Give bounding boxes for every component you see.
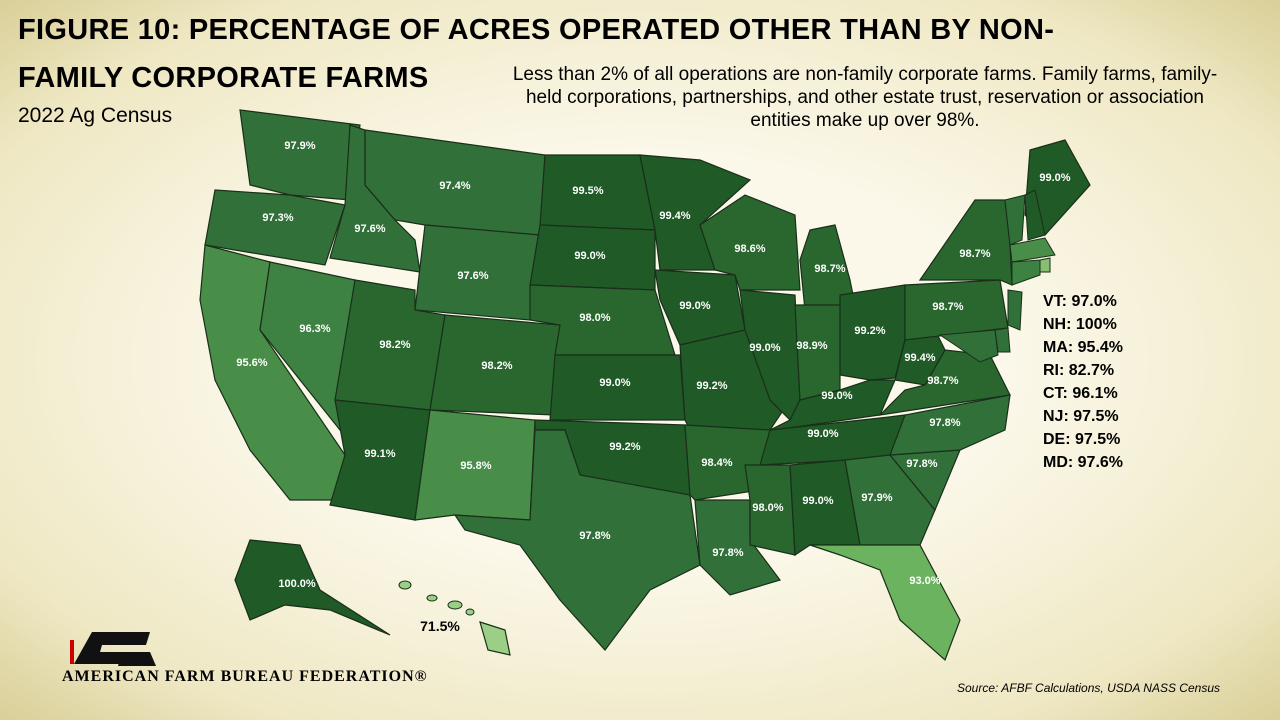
state-value: 98.4% [701,457,732,469]
state-value: 98.6% [734,243,765,255]
small-state-value: RI: 82.7% [1043,362,1114,379]
state-value: 98.7% [959,248,990,260]
small-state-value: MD: 97.6% [1043,454,1123,471]
state-value: 99.4% [659,210,690,222]
state-shape [794,304,841,401]
state-value: 93.0% [909,575,940,587]
state-shape [234,539,391,636]
state-value: 100.0% [278,578,316,590]
small-state-value: CT: 96.1% [1043,385,1118,402]
state-shape [479,621,511,656]
state-shape [744,464,796,556]
state-value: 97.8% [906,458,937,470]
state-value: 99.2% [609,441,640,453]
state-shape [1004,194,1026,246]
state-value: 97.8% [579,530,610,542]
small-state-value: NH: 100% [1043,316,1117,333]
small-state-value: MA: 95.4% [1043,339,1123,356]
island [426,594,438,602]
state-shape [1024,189,1046,241]
state-value: 99.4% [904,352,935,364]
state-value: 97.6% [457,270,488,282]
island [398,580,412,590]
state-shape [1007,289,1023,331]
state-value: 99.0% [1039,172,1070,184]
state-value: 95.6% [236,357,267,369]
state-value: 98.2% [379,339,410,351]
state-value: 95.8% [460,460,491,472]
small-state-value: DE: 97.5% [1043,431,1120,448]
state-shape [1009,237,1056,263]
title-line: FIGURE 10: PERCENTAGE OF ACRES OPERATED … [18,14,1055,46]
state-value: 99.0% [821,390,852,402]
state-value: 97.3% [262,212,293,224]
state-value: 99.0% [807,428,838,440]
state-shape [204,189,346,266]
state-value: 97.4% [439,180,470,192]
state-value: 97.6% [354,223,385,235]
state-shape [844,454,936,546]
state-value: 97.9% [861,492,892,504]
state-value: 98.7% [927,375,958,387]
state-value: 99.0% [599,377,630,389]
small-state-value: VT: 97.0% [1043,293,1117,310]
subtitle: 2022 Ag Census [18,104,173,127]
state-value: 98.9% [796,340,827,352]
island [447,600,463,610]
logo-mark [70,632,156,666]
state-shape [1039,257,1051,273]
state-value: 99.0% [749,342,780,354]
note: Less than 2% of all operations are non-f… [512,64,1218,131]
state-value: 99.2% [696,380,727,392]
state-value: 99.0% [802,495,833,507]
state-value: 99.5% [572,185,603,197]
state-value: 97.9% [284,140,315,152]
state-value: 99.0% [679,300,710,312]
state-shape [769,379,896,431]
state-shape [1011,259,1041,286]
state-value: 71.5% [420,618,460,634]
state-shape [699,194,801,291]
state-value: 97.8% [712,547,743,559]
state-value: 99.2% [854,325,885,337]
state-value: 98.7% [932,301,963,313]
state-value: 98.0% [579,312,610,324]
logo-text: AMERICAN FARM BUREAU FEDERATION® [62,668,428,685]
island [465,608,475,616]
state-value: 98.0% [752,502,783,514]
state-shape [809,544,961,662]
state-value: 99.1% [364,448,395,460]
state-value: 97.8% [929,417,960,429]
small-state-value: NJ: 97.5% [1043,408,1119,425]
source: Source: AFBF Calculations, USDA NASS Cen… [957,681,1220,695]
state-value: 96.3% [299,323,330,335]
state-value: 98.7% [814,263,845,275]
state-shape [938,329,999,363]
state-shape [918,199,1013,286]
title-line: FAMILY CORPORATE FARMS [18,62,429,94]
state-shape [453,429,701,651]
state-shape [329,399,431,521]
state-value: 98.2% [481,360,512,372]
state-shape [889,394,1011,456]
state-shape [239,109,361,201]
state-value: 99.0% [574,250,605,262]
